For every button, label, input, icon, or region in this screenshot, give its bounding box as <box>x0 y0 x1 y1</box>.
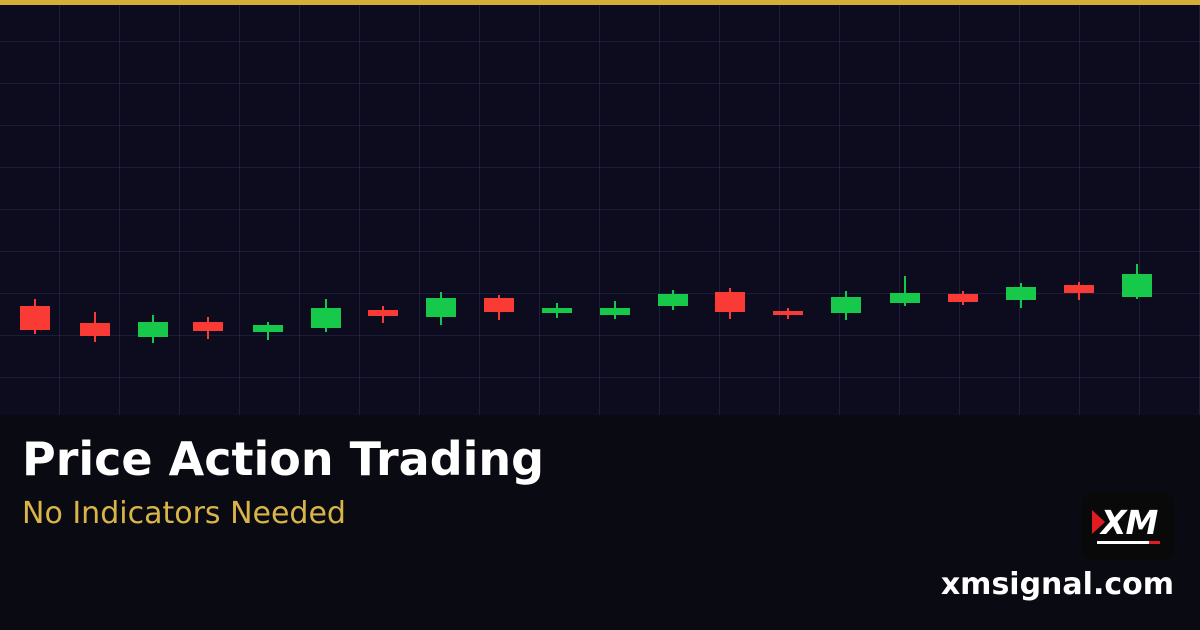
candle-body <box>890 293 920 303</box>
candle-body <box>253 325 283 332</box>
website-url: xmsignal.com <box>940 567 1174 602</box>
xm-logo-underline <box>1097 541 1149 544</box>
candle-body <box>1006 287 1036 300</box>
candlestick-chart <box>0 0 1200 415</box>
candle-body <box>1064 285 1094 293</box>
candle-body <box>80 323 110 336</box>
xm-logo-underline-accent <box>1149 541 1160 544</box>
xm-logo-text: XM <box>1101 503 1158 542</box>
xm-logo-inner: XM <box>1082 493 1174 559</box>
candle-body <box>773 311 803 315</box>
candle-body <box>600 308 630 315</box>
candle-body <box>484 298 514 312</box>
candle-body <box>311 308 341 328</box>
candle-body <box>948 294 978 302</box>
candle-wick <box>904 276 906 306</box>
candle-body <box>20 306 50 330</box>
candle-body <box>831 297 861 313</box>
candle-body <box>658 294 688 306</box>
candle-series <box>20 264 1152 343</box>
red-triangle-icon <box>1092 510 1105 534</box>
candle-body <box>1122 274 1152 297</box>
candle-body <box>542 308 572 313</box>
chart-gridlines <box>0 0 1200 415</box>
candle-body <box>715 292 745 312</box>
footer-band <box>0 415 1200 630</box>
candle-body <box>368 310 398 316</box>
candle-body <box>193 322 223 331</box>
gold-accent-bar <box>0 0 1200 5</box>
headline-text: Price Action Trading <box>22 432 545 486</box>
xm-logo: XM <box>1082 493 1174 559</box>
candle-body <box>426 298 456 317</box>
subheadline-text: No Indicators Needed <box>22 496 346 531</box>
candle-body <box>138 322 168 337</box>
